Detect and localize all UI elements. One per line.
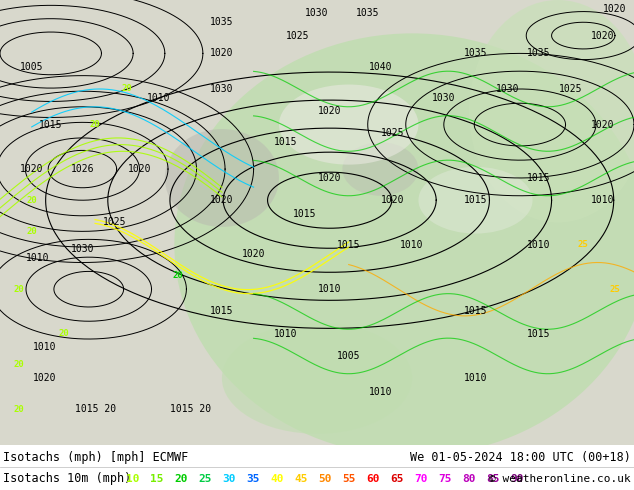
Text: 1020: 1020: [242, 248, 266, 259]
Text: 1010: 1010: [318, 284, 342, 294]
Text: 1026: 1026: [70, 164, 94, 174]
Text: 20: 20: [14, 405, 24, 414]
Text: 20: 20: [14, 360, 24, 369]
Text: 35: 35: [246, 474, 260, 484]
Text: 20: 20: [172, 271, 183, 280]
Text: 1020: 1020: [20, 164, 44, 174]
Ellipse shape: [165, 129, 279, 227]
Text: Isotachs 10m (mph): Isotachs 10m (mph): [3, 472, 131, 485]
Text: 1015: 1015: [527, 329, 551, 339]
Text: 1010: 1010: [26, 253, 50, 263]
Text: 1010: 1010: [527, 240, 551, 250]
Text: 1015: 1015: [337, 240, 361, 250]
Text: 1040: 1040: [368, 62, 392, 72]
Text: 1030: 1030: [432, 93, 456, 103]
Text: We 01-05-2024 18:00 UTC (00+18): We 01-05-2024 18:00 UTC (00+18): [410, 451, 631, 464]
Text: 20: 20: [90, 120, 100, 129]
Text: 40: 40: [270, 474, 284, 484]
Text: 60: 60: [366, 474, 380, 484]
Text: 1010: 1010: [32, 342, 56, 352]
Text: 30: 30: [223, 474, 236, 484]
Text: 1015: 1015: [273, 137, 297, 147]
Text: 1030: 1030: [495, 84, 519, 94]
Text: 20: 20: [27, 196, 37, 205]
Text: 1015: 1015: [39, 120, 63, 129]
Text: 1030: 1030: [210, 84, 234, 94]
Text: 1015: 1015: [527, 173, 551, 183]
Text: 75: 75: [438, 474, 452, 484]
Text: 50: 50: [318, 474, 332, 484]
Text: 1030: 1030: [305, 8, 329, 18]
Text: 1020: 1020: [318, 173, 342, 183]
Text: 1030: 1030: [70, 244, 94, 254]
Text: 1020: 1020: [590, 30, 614, 41]
Ellipse shape: [174, 33, 634, 456]
Text: 25: 25: [198, 474, 212, 484]
Text: 20: 20: [122, 84, 132, 94]
Text: 1015 20: 1015 20: [170, 404, 210, 415]
Text: 1010: 1010: [463, 373, 488, 383]
Text: 45: 45: [294, 474, 307, 484]
Text: 1010: 1010: [590, 195, 614, 205]
Text: 1005: 1005: [337, 351, 361, 361]
Text: 20: 20: [27, 227, 37, 236]
Text: 1020: 1020: [32, 373, 56, 383]
Text: 10: 10: [126, 474, 139, 484]
Text: 15: 15: [150, 474, 164, 484]
Text: 85: 85: [486, 474, 500, 484]
Text: 1020: 1020: [210, 49, 234, 58]
Text: 1025: 1025: [559, 84, 583, 94]
Text: 1015: 1015: [210, 306, 234, 317]
Text: 1015: 1015: [292, 209, 316, 219]
Text: © weatheronline.co.uk: © weatheronline.co.uk: [489, 474, 631, 484]
Text: 1010: 1010: [273, 329, 297, 339]
Text: 1035: 1035: [210, 17, 234, 27]
Text: 20: 20: [174, 474, 188, 484]
Text: 1010: 1010: [400, 240, 424, 250]
Text: 80: 80: [462, 474, 476, 484]
Text: 1015 20: 1015 20: [75, 404, 115, 415]
Ellipse shape: [342, 143, 418, 196]
Text: 1025: 1025: [381, 128, 405, 139]
Text: 55: 55: [342, 474, 356, 484]
Text: 1035: 1035: [356, 8, 380, 18]
Ellipse shape: [222, 322, 412, 434]
Text: 1020: 1020: [127, 164, 152, 174]
Text: 90: 90: [510, 474, 524, 484]
Text: 1005: 1005: [20, 62, 44, 72]
Text: 20: 20: [14, 285, 24, 294]
Text: 1020: 1020: [381, 195, 405, 205]
Text: 1010: 1010: [368, 387, 392, 396]
Text: 1020: 1020: [590, 120, 614, 129]
Ellipse shape: [279, 85, 418, 165]
Text: 1020: 1020: [210, 195, 234, 205]
Text: Isotachs (mph) [mph] ECMWF: Isotachs (mph) [mph] ECMWF: [3, 451, 188, 464]
Text: 1035: 1035: [463, 49, 488, 58]
Text: 1010: 1010: [146, 93, 171, 103]
Text: 1015: 1015: [463, 195, 488, 205]
Ellipse shape: [469, 0, 634, 222]
Text: 20: 20: [58, 329, 68, 338]
Text: 70: 70: [414, 474, 428, 484]
Text: 1020: 1020: [318, 106, 342, 116]
Text: 25: 25: [578, 240, 588, 249]
Ellipse shape: [418, 167, 533, 234]
Text: 1035: 1035: [527, 49, 551, 58]
Text: 1015: 1015: [463, 306, 488, 317]
Text: 25: 25: [610, 285, 620, 294]
Text: 1025: 1025: [102, 218, 126, 227]
Text: 1020: 1020: [603, 4, 627, 14]
Text: 65: 65: [391, 474, 404, 484]
Text: 1025: 1025: [286, 30, 310, 41]
